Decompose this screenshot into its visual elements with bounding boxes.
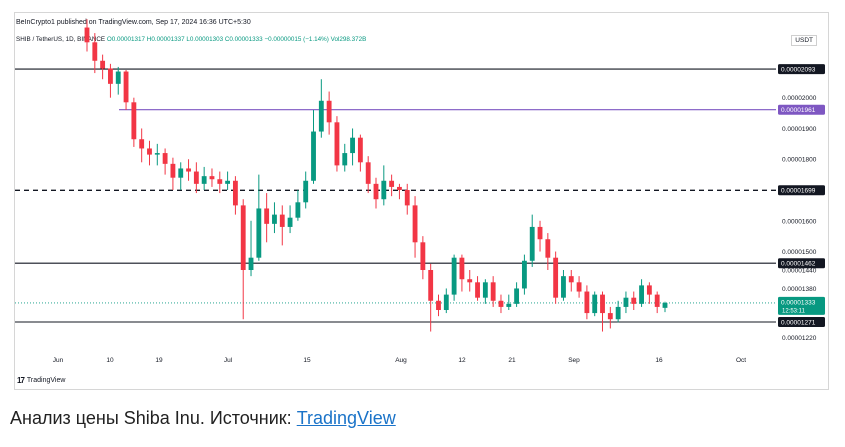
chart-frame: [14, 12, 829, 390]
tradingview-logo: 17 TradingView: [17, 376, 65, 385]
image-caption: Анализ цены Shiba Inu. Источник: Trading…: [10, 408, 396, 429]
tradingview-logo-icon: 17: [17, 376, 25, 385]
symbol-label[interactable]: SHIB / TetherUS, 1D, BINANCE: [16, 36, 106, 43]
currency-unit-button[interactable]: USDT: [791, 35, 817, 46]
volume-value: Vol298.372B: [330, 36, 367, 43]
chart-header: SHIB / TetherUS, 1D, BINANCE O0.00001317…: [16, 36, 366, 43]
published-line: BeInCrypto1 published on TradingView.com…: [16, 19, 251, 26]
caption-text: Анализ цены Shiba Inu. Источник:: [10, 408, 297, 428]
source-link[interactable]: TradingView: [296, 408, 396, 428]
tradingview-logo-text: TradingView: [26, 377, 66, 384]
ohlc-values: O0.00001317 H0.00001337 L0.00001303 C0.0…: [106, 36, 329, 43]
